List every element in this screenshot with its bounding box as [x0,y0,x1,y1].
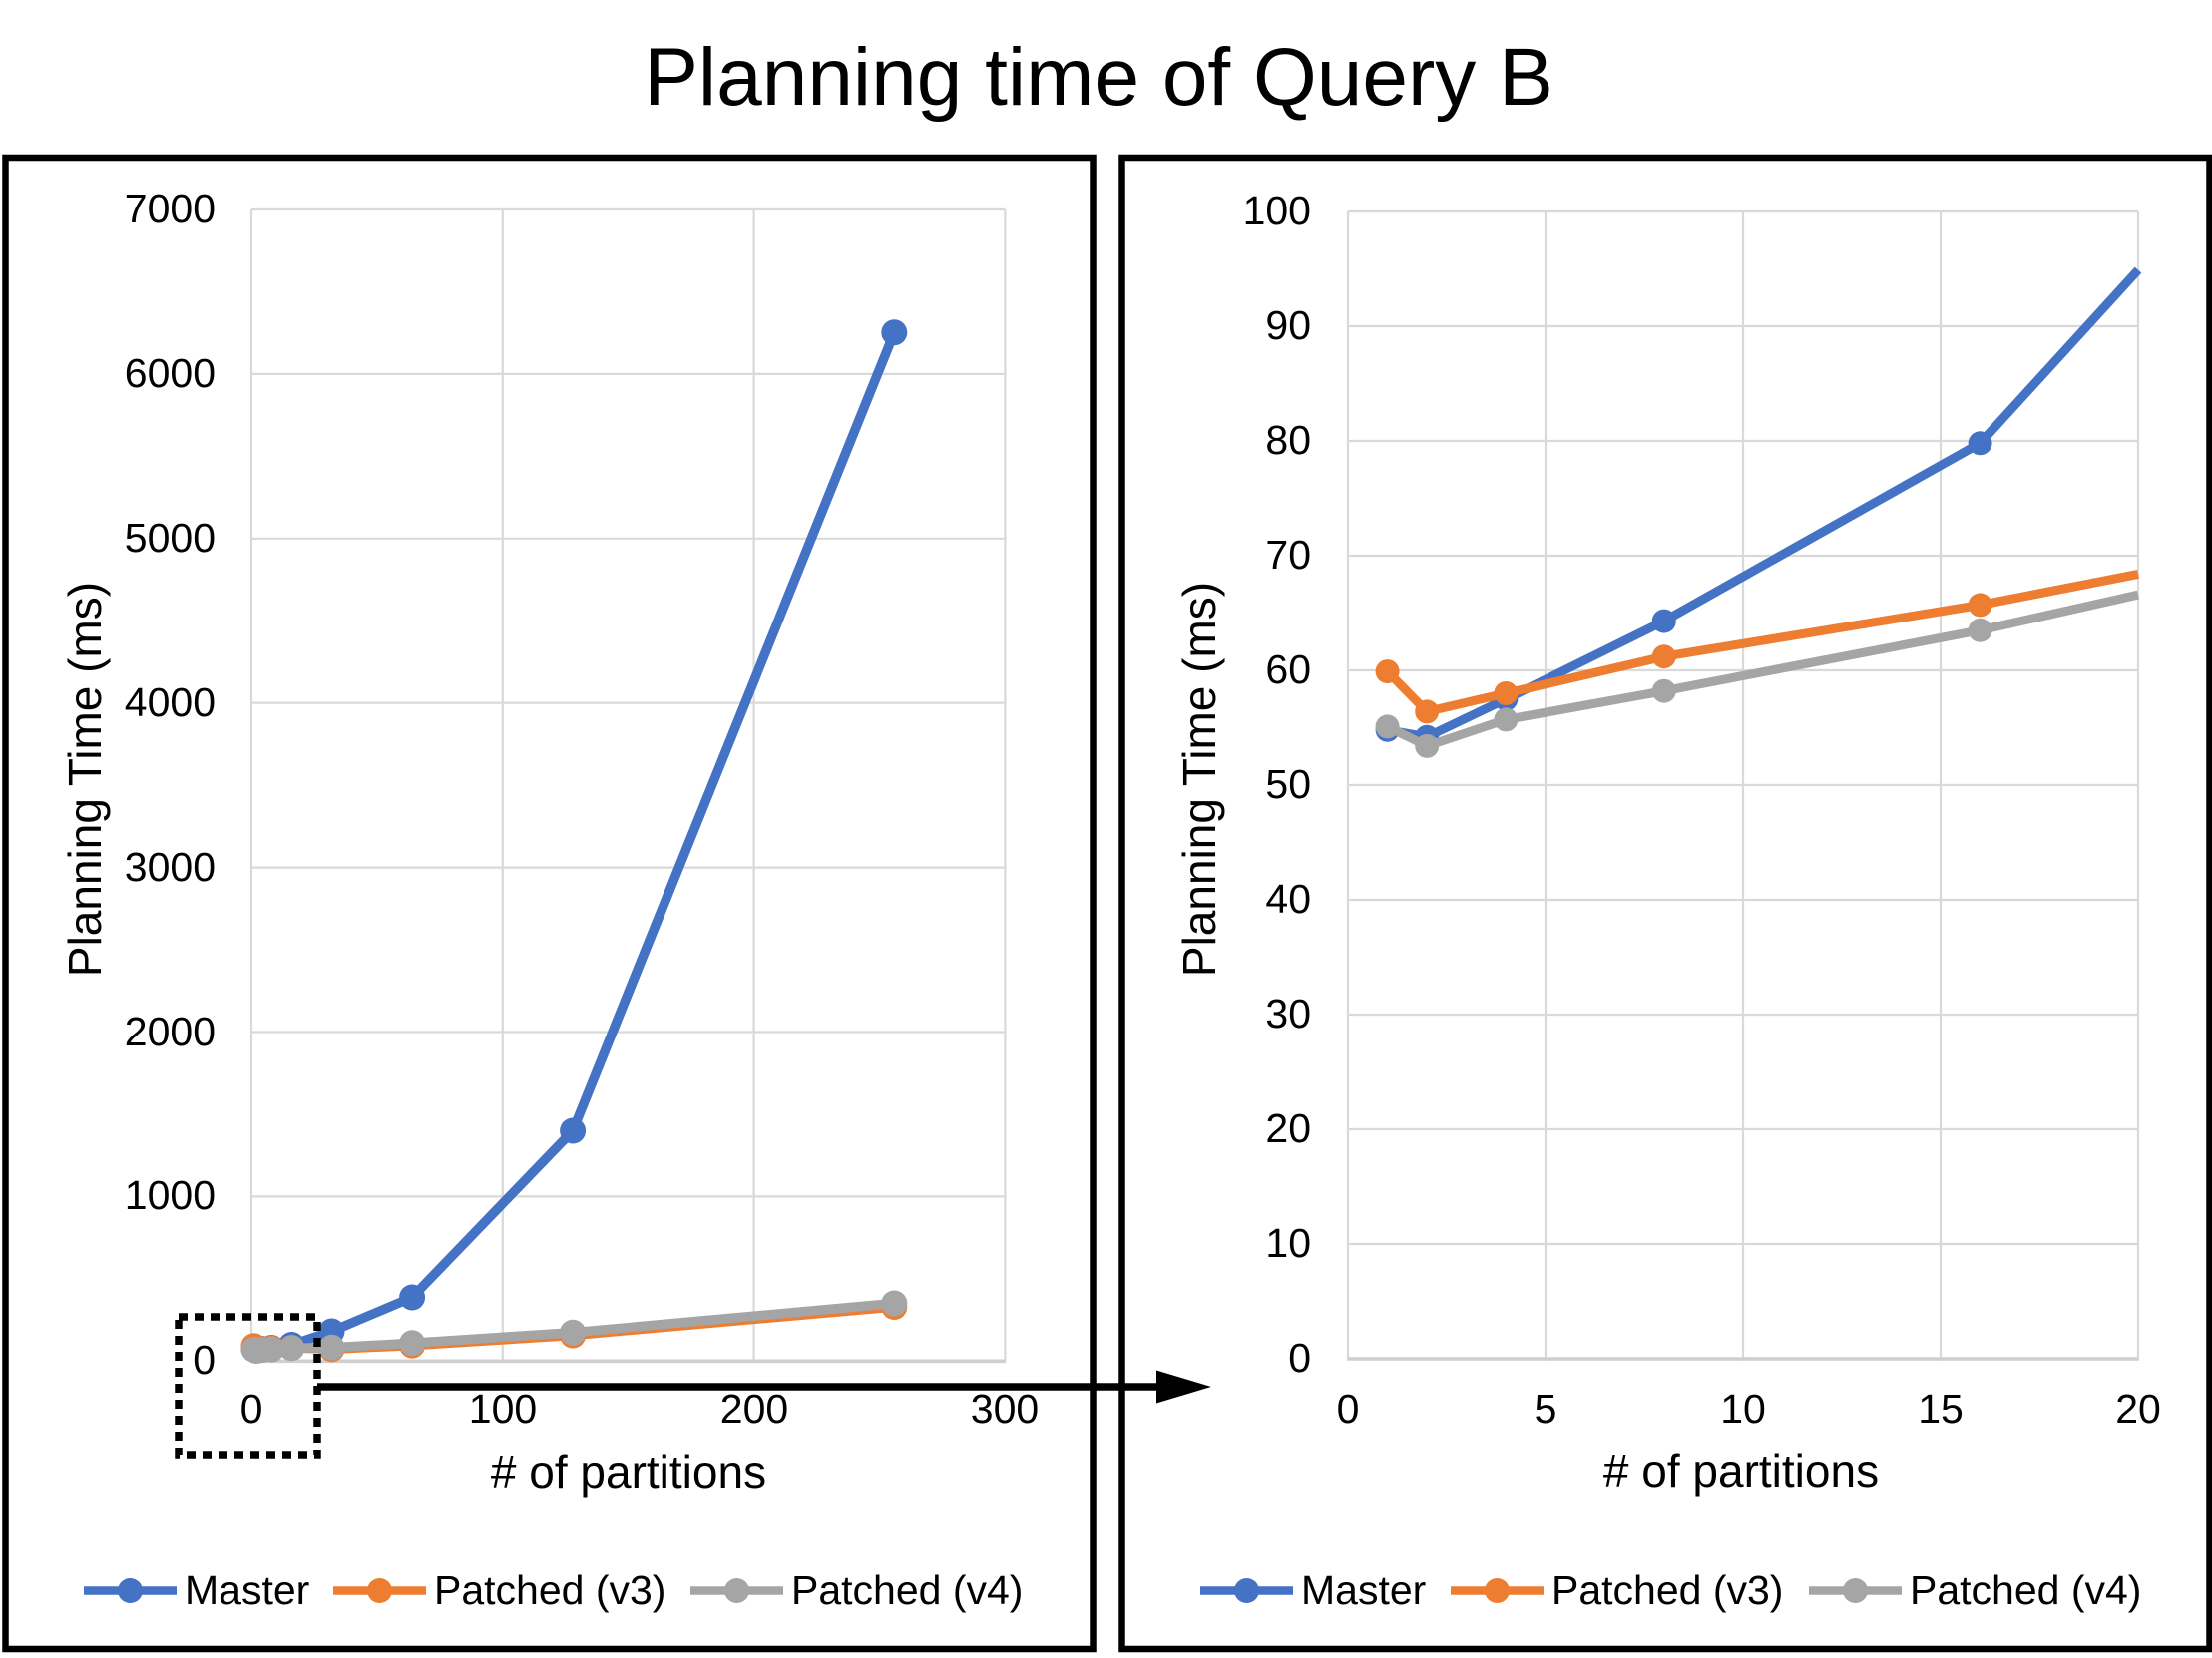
svg-text:Planning Time (ms): Planning Time (ms) [59,582,111,977]
svg-text:70: 70 [1265,532,1311,578]
svg-text:10: 10 [1265,1220,1311,1266]
svg-text:0: 0 [240,1386,263,1432]
svg-text:Planning Time (ms): Planning Time (ms) [1173,582,1225,977]
svg-text:80: 80 [1265,417,1311,463]
svg-text:50: 50 [1265,761,1311,807]
svg-text:100: 100 [469,1386,537,1432]
svg-text:20: 20 [1265,1105,1311,1151]
svg-text:2000: 2000 [125,1009,216,1054]
svg-text:30: 30 [1265,991,1311,1036]
svg-text:Master: Master [1301,1567,1426,1613]
svg-text:90: 90 [1265,302,1311,348]
svg-text:1000: 1000 [125,1172,216,1218]
svg-text:6000: 6000 [125,350,216,396]
svg-text:60: 60 [1265,646,1311,692]
svg-text:7000: 7000 [125,186,216,231]
svg-text:3000: 3000 [125,844,216,890]
svg-text:300: 300 [971,1386,1039,1432]
svg-text:Patched (v4): Patched (v4) [791,1567,1023,1613]
svg-text:Master: Master [185,1567,309,1613]
svg-text:5: 5 [1535,1386,1557,1432]
svg-text:5000: 5000 [125,515,216,561]
svg-text:20: 20 [2115,1386,2161,1432]
svg-text:# of partitions: # of partitions [1603,1446,1879,1497]
svg-text:Patched (v3): Patched (v3) [434,1567,665,1613]
svg-text:4000: 4000 [125,679,216,725]
svg-text:0: 0 [1288,1335,1311,1381]
svg-text:10: 10 [1720,1386,1766,1432]
svg-text:200: 200 [720,1386,788,1432]
svg-text:Patched (v3): Patched (v3) [1551,1567,1783,1613]
svg-text:40: 40 [1265,876,1311,922]
svg-text:15: 15 [1918,1386,1964,1432]
svg-text:0: 0 [193,1337,216,1383]
svg-text:# of partitions: # of partitions [491,1447,766,1498]
svg-text:100: 100 [1243,188,1311,233]
svg-text:0: 0 [1337,1386,1360,1432]
svg-text:Planning time of Query B: Planning time of Query B [644,32,1553,123]
svg-text:Patched (v4): Patched (v4) [1910,1567,2141,1613]
